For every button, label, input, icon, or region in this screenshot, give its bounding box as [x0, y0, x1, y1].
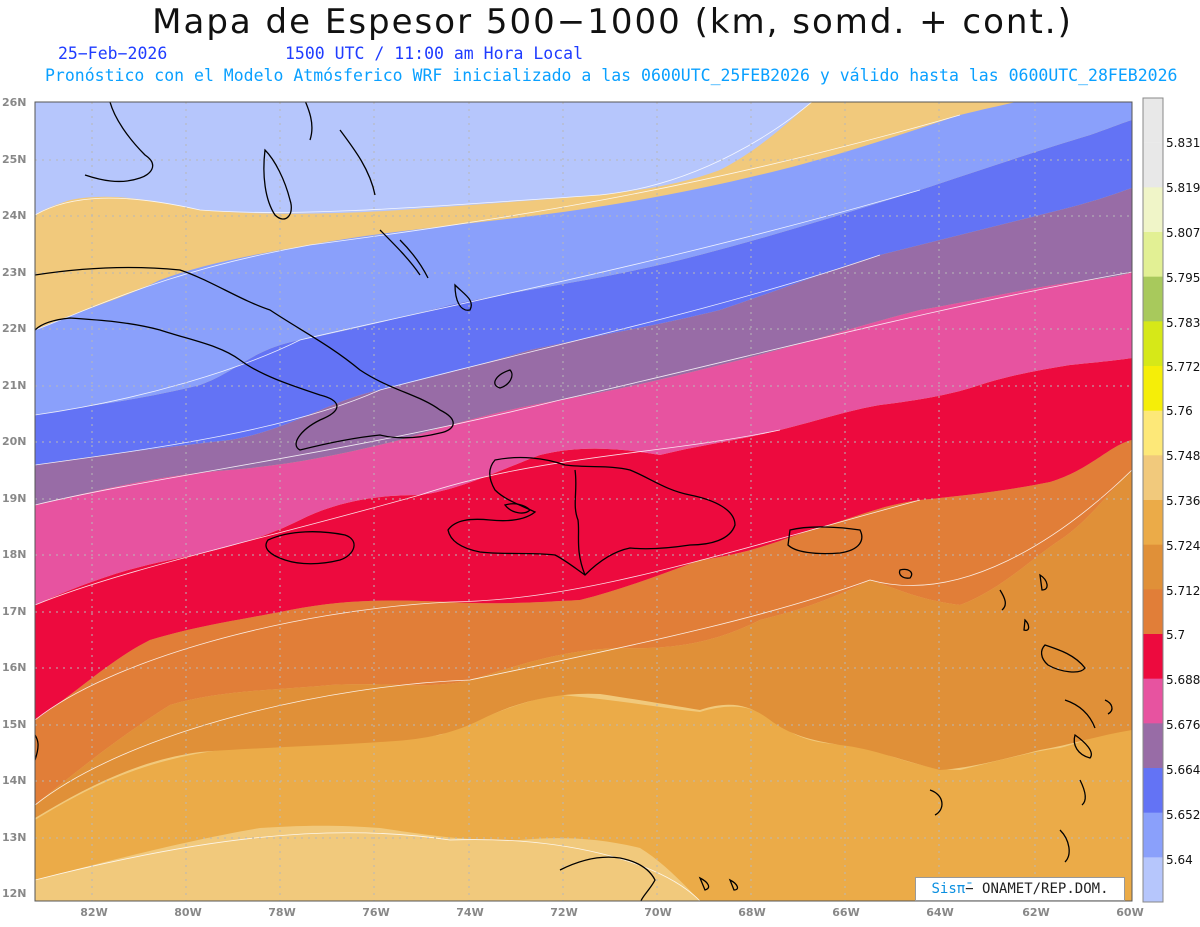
lat-label: 24N	[2, 209, 27, 222]
thickness-bands	[35, 102, 1132, 901]
abaco	[304, 102, 313, 141]
colorbar-label: 5.676	[1166, 718, 1200, 732]
gonave-island	[503, 503, 531, 514]
colorbar-segment	[1143, 544, 1163, 590]
coastlines	[35, 102, 1113, 901]
isla-margarita	[929, 789, 943, 816]
haiti-border	[574, 469, 586, 576]
lon-label: 82W	[80, 906, 108, 919]
forecast-time: 1500 UTC / 11:00 am Hora Local	[285, 44, 584, 63]
bahamas-andros	[263, 148, 292, 220]
cuba-coast	[35, 266, 454, 451]
jamaica-coast	[265, 531, 355, 565]
bahamas-inagua	[454, 283, 472, 311]
lon-label: 62W	[1022, 906, 1050, 919]
lon-label: 60W	[1116, 906, 1144, 919]
colorbar-segment	[1143, 723, 1163, 769]
guadeloupe	[1040, 644, 1086, 673]
lat-label: 15N	[2, 718, 27, 731]
colorbar-label: 5.736	[1166, 494, 1200, 508]
colorbar-label: 5.748	[1166, 449, 1200, 463]
colorbar-label: 5.807	[1166, 226, 1200, 240]
colorbar-segment	[1143, 634, 1163, 680]
lat-label: 14N	[2, 774, 27, 787]
colorbar-label: 5.819	[1166, 181, 1200, 195]
bahamas-cat	[379, 229, 421, 276]
lat-label: 20N	[2, 435, 27, 448]
lat-label: 17N	[2, 605, 27, 618]
lat-label: 18N	[2, 548, 27, 561]
lat-label: 21N	[2, 379, 27, 392]
colorbar-segment	[1143, 589, 1163, 635]
aruba-curacao	[698, 876, 739, 891]
barbados	[1104, 699, 1113, 715]
leeward-islands	[999, 573, 1048, 631]
forecast-date: 25−Feb−2026	[58, 44, 168, 63]
lat-label: 22N	[2, 322, 27, 335]
lon-label: 76W	[362, 906, 390, 919]
colorbar-label: 5.772	[1166, 360, 1200, 374]
lat-label: 26N	[2, 96, 27, 109]
bahamas-long	[399, 239, 429, 279]
lon-label: 70W	[644, 906, 672, 919]
colombia-coast	[35, 734, 39, 761]
colorbar-segment	[1143, 142, 1163, 188]
credit-org: − ONAMET/REP.DOM.	[965, 881, 1109, 897]
colorbar-segment	[1143, 857, 1163, 903]
lon-label: 78W	[268, 906, 296, 919]
turks-caicos	[494, 369, 513, 389]
lat-label: 16N	[2, 661, 27, 674]
lat-label: 12N	[2, 887, 27, 900]
lon-label: 66W	[832, 906, 860, 919]
lon-label: 72W	[550, 906, 578, 919]
colorbar-segment	[1143, 678, 1163, 724]
colorbar-segment	[1143, 276, 1163, 322]
puerto-rico-coast	[787, 526, 863, 555]
colorbar-segment	[1143, 812, 1163, 858]
model-description: Pronóstico con el Modelo Atmósferico WRF…	[45, 66, 1178, 85]
colorbar-segment	[1143, 98, 1163, 143]
colorbar-label: 5.783	[1166, 316, 1200, 330]
lat-label: 13N	[2, 831, 27, 844]
colorbar-label: 5.688	[1166, 673, 1200, 687]
colorbar-label: 5.652	[1166, 808, 1200, 822]
lon-label: 74W	[456, 906, 484, 919]
venezuela-coast	[559, 856, 656, 901]
colorbar-label: 5.712	[1166, 584, 1200, 598]
sispi-logo: Sisπ̄	[931, 881, 966, 897]
credit-box: Sisπ̄− ONAMET/REP.DOM.	[915, 877, 1125, 901]
lat-label: 25N	[2, 153, 27, 166]
colorbar-label: 5.831	[1166, 136, 1200, 150]
lon-label: 68W	[738, 906, 766, 919]
colorbar-label: 5.76	[1166, 404, 1193, 418]
windward-islands	[1059, 779, 1086, 863]
colorbar-segment	[1143, 410, 1163, 456]
map-frame	[34, 101, 1133, 902]
map-title: Mapa de Espesor 500−1000 (km, somd. + co…	[152, 2, 1073, 42]
lat-label: 23N	[2, 266, 27, 279]
dominica-martinique	[1064, 699, 1096, 759]
colorbar-label: 5.7	[1166, 628, 1186, 642]
colorbar-segment	[1143, 455, 1163, 501]
lon-label: 64W	[926, 906, 954, 919]
colorbar-segment	[1143, 366, 1163, 412]
colorbar-label: 5.724	[1166, 539, 1200, 553]
colorbar	[1143, 98, 1163, 903]
colorbar-label: 5.64	[1166, 853, 1193, 867]
lon-label: 80W	[174, 906, 202, 919]
colorbar-label: 5.795	[1166, 271, 1200, 285]
colorbar-label: 5.664	[1166, 763, 1200, 777]
colorbar-frame	[1142, 97, 1164, 903]
colorbar-segment	[1143, 768, 1163, 814]
bahamas-eleuthera	[339, 129, 376, 196]
florida-coast	[84, 102, 154, 183]
colorbar-segment	[1143, 500, 1163, 546]
virgin-islands	[898, 568, 913, 579]
colorbar-segment	[1143, 321, 1163, 367]
colorbar-segment	[1143, 187, 1163, 233]
lat-label: 19N	[2, 492, 27, 505]
colorbar-segment	[1143, 232, 1163, 278]
